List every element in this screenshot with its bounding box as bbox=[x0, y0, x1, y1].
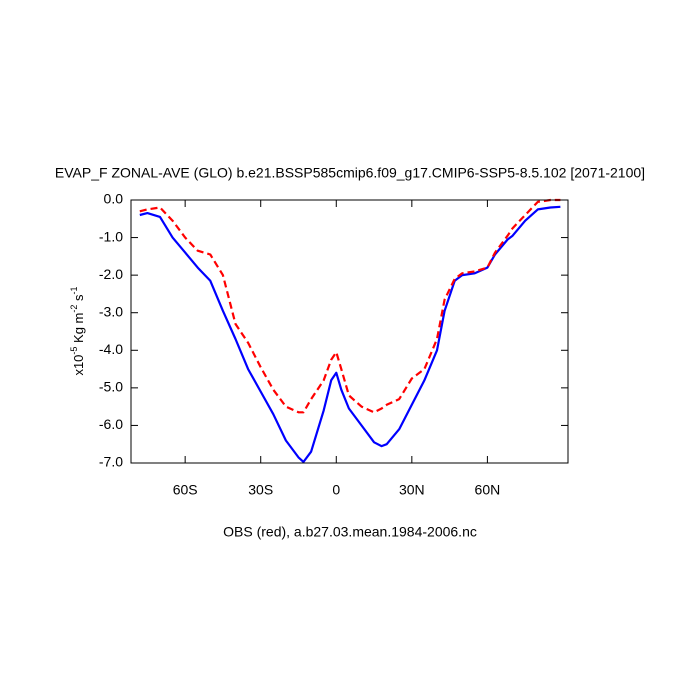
y-tick-label: -5.0 bbox=[99, 379, 123, 395]
x-axis-label: OBS (red), a.b27.03.mean.1984-2006.nc bbox=[223, 524, 477, 540]
y-tick-label: -2.0 bbox=[99, 266, 123, 282]
y-tick-label: -6.0 bbox=[99, 416, 123, 432]
x-tick-label: 30S bbox=[248, 482, 273, 498]
y-axis-label-sup: -2 bbox=[69, 305, 79, 313]
y-axis-label-part: Kg m bbox=[71, 313, 86, 347]
y-tick-label: -4.0 bbox=[99, 341, 123, 357]
y-tick-label: -3.0 bbox=[99, 303, 123, 319]
x-tick-label: 60S bbox=[173, 482, 198, 498]
chart-title: EVAP_F ZONAL-AVE (GLO) b.e21.BSSP585cmip… bbox=[55, 165, 645, 181]
y-axis-label-sup: -5 bbox=[69, 347, 79, 355]
x-tick-label: 0 bbox=[332, 482, 340, 498]
y-tick-label: -7.0 bbox=[99, 454, 123, 470]
series-line bbox=[139, 198, 561, 414]
x-tick-label: 60N bbox=[475, 482, 501, 498]
y-tick-label: 0.0 bbox=[104, 191, 124, 207]
y-axis-label-part: s bbox=[71, 294, 86, 305]
y-axis-label: x10-5 Kg m-2 s-1 bbox=[69, 286, 86, 375]
x-tick-label: 30N bbox=[399, 482, 425, 498]
y-tick-label: -1.0 bbox=[99, 228, 123, 244]
y-axis-label-sup: -1 bbox=[69, 286, 79, 294]
plot-frame bbox=[130, 199, 569, 464]
y-axis-label-part: x10 bbox=[71, 355, 86, 376]
